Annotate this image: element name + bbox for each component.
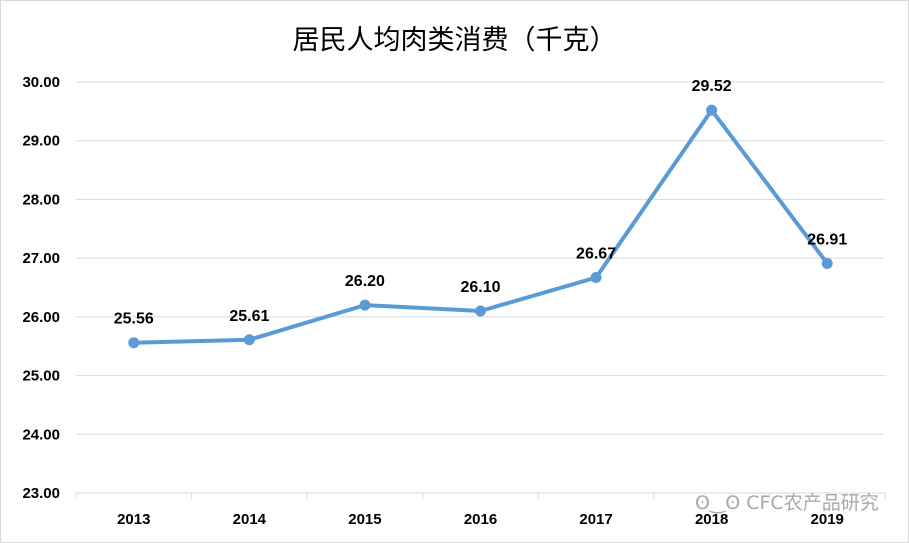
data-point bbox=[359, 299, 371, 311]
x-tick-label: 2017 bbox=[579, 511, 612, 528]
y-tick-label: 25.00 bbox=[22, 368, 60, 385]
y-tick-label: 28.00 bbox=[22, 191, 60, 208]
data-label: 26.10 bbox=[460, 279, 500, 296]
data-point bbox=[821, 257, 833, 269]
data-label: 25.61 bbox=[229, 308, 269, 325]
data-label: 25.56 bbox=[114, 311, 154, 328]
watermark-text: CFC农产品研究 bbox=[746, 492, 879, 514]
data-label: 26.67 bbox=[576, 246, 616, 263]
x-tick-label: 2014 bbox=[233, 511, 267, 528]
x-tick-label: 2018 bbox=[695, 511, 728, 528]
x-tick-label: 2013 bbox=[117, 511, 150, 528]
wechat-icon: ʘ‿ʘ bbox=[695, 492, 741, 514]
data-point bbox=[243, 334, 255, 346]
data-label: 26.20 bbox=[345, 273, 385, 290]
x-tick-label: 2019 bbox=[811, 511, 844, 528]
y-tick-label: 30.00 bbox=[22, 74, 60, 91]
data-point bbox=[128, 337, 140, 349]
data-label: 26.91 bbox=[807, 231, 847, 248]
y-tick-label: 29.00 bbox=[22, 133, 60, 150]
x-tick-label: 2016 bbox=[464, 511, 497, 528]
chart-title: 居民人均肉类消费（千克） bbox=[292, 25, 617, 56]
data-point bbox=[475, 305, 486, 317]
y-tick-label: 23.00 bbox=[22, 485, 60, 502]
watermark: ʘ‿ʘ CFC农产品研究 bbox=[695, 488, 879, 515]
data-point bbox=[706, 104, 718, 116]
data-label: 29.52 bbox=[692, 78, 732, 95]
y-tick-label: 27.00 bbox=[22, 250, 60, 267]
data-point bbox=[590, 272, 602, 284]
x-tick-label: 2015 bbox=[348, 511, 381, 528]
y-tick-label: 24.00 bbox=[22, 426, 60, 443]
y-tick-label: 26.00 bbox=[22, 309, 60, 326]
